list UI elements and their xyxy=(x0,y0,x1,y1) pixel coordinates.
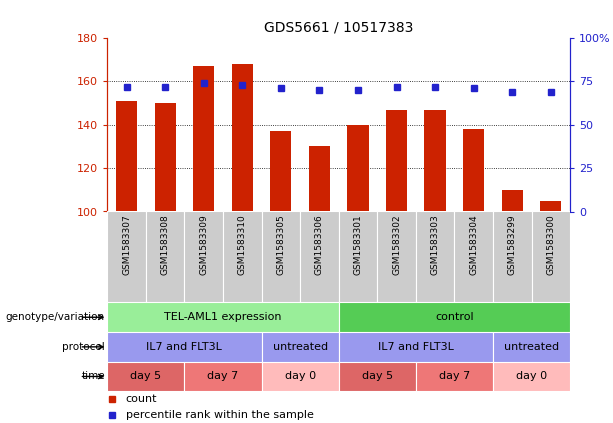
Text: protocol: protocol xyxy=(62,342,105,352)
Bar xyxy=(531,212,570,302)
Text: genotype/variation: genotype/variation xyxy=(6,312,105,322)
Bar xyxy=(107,362,185,391)
Bar xyxy=(416,362,493,391)
Text: untreated: untreated xyxy=(504,342,559,352)
Bar xyxy=(262,212,300,302)
Bar xyxy=(463,129,484,212)
Bar xyxy=(501,190,523,212)
Bar xyxy=(262,332,338,362)
Text: count: count xyxy=(126,394,158,404)
Bar xyxy=(540,201,562,212)
Text: day 7: day 7 xyxy=(207,371,238,382)
Bar xyxy=(377,212,416,302)
Bar xyxy=(493,332,570,362)
Bar xyxy=(424,110,446,212)
Bar xyxy=(107,212,146,302)
Text: GSM1583300: GSM1583300 xyxy=(546,214,555,275)
Text: GSM1583309: GSM1583309 xyxy=(199,214,208,275)
Bar xyxy=(223,212,262,302)
Text: GSM1583304: GSM1583304 xyxy=(469,214,478,275)
Bar xyxy=(262,362,338,391)
Text: IL7 and FLT3L: IL7 and FLT3L xyxy=(147,342,223,352)
Text: GSM1583310: GSM1583310 xyxy=(238,214,247,275)
Bar xyxy=(493,212,531,302)
Bar xyxy=(300,212,339,302)
Text: GSM1583305: GSM1583305 xyxy=(276,214,285,275)
Text: GSM1583307: GSM1583307 xyxy=(122,214,131,275)
Bar xyxy=(107,302,339,332)
Bar xyxy=(116,101,137,212)
Text: GSM1583301: GSM1583301 xyxy=(354,214,362,275)
Bar xyxy=(154,103,176,212)
Bar xyxy=(232,64,253,211)
Text: GSM1583299: GSM1583299 xyxy=(508,214,517,275)
Bar xyxy=(107,332,262,362)
Text: control: control xyxy=(435,312,474,322)
Text: GSM1583303: GSM1583303 xyxy=(430,214,440,275)
Text: IL7 and FLT3L: IL7 and FLT3L xyxy=(378,342,454,352)
Text: day 0: day 0 xyxy=(284,371,316,382)
Title: GDS5661 / 10517383: GDS5661 / 10517383 xyxy=(264,20,413,34)
Text: day 0: day 0 xyxy=(516,371,547,382)
Text: GSM1583302: GSM1583302 xyxy=(392,214,401,275)
Bar xyxy=(146,212,185,302)
Bar xyxy=(339,362,416,391)
Bar xyxy=(270,131,291,212)
Bar xyxy=(454,212,493,302)
Text: untreated: untreated xyxy=(273,342,328,352)
Bar xyxy=(185,362,262,391)
Bar xyxy=(309,146,330,212)
Bar xyxy=(493,362,570,391)
Bar xyxy=(185,212,223,302)
Text: day 7: day 7 xyxy=(439,371,470,382)
Text: day 5: day 5 xyxy=(131,371,161,382)
Bar xyxy=(386,110,407,212)
Bar xyxy=(339,332,493,362)
Bar xyxy=(338,212,377,302)
Text: percentile rank within the sample: percentile rank within the sample xyxy=(126,410,314,420)
Text: time: time xyxy=(82,371,105,382)
Text: day 5: day 5 xyxy=(362,371,393,382)
Bar xyxy=(416,212,454,302)
Bar xyxy=(348,125,368,212)
Bar xyxy=(193,66,215,212)
Text: GSM1583308: GSM1583308 xyxy=(161,214,170,275)
Text: GSM1583306: GSM1583306 xyxy=(315,214,324,275)
Bar xyxy=(339,302,570,332)
Text: TEL-AML1 expression: TEL-AML1 expression xyxy=(164,312,282,322)
